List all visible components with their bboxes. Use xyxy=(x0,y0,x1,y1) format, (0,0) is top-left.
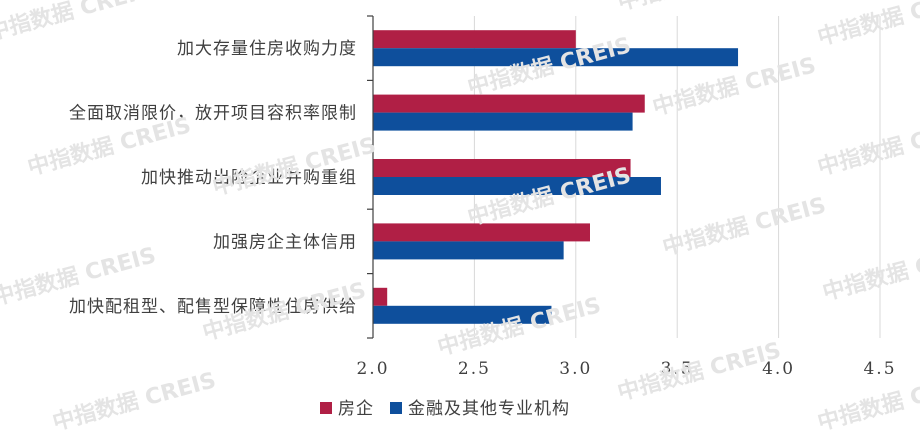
bar-developer-2 xyxy=(373,159,631,177)
x-tick-label: 2.5 xyxy=(458,359,491,379)
bar-developer-1 xyxy=(373,94,645,113)
watermark: 中指数据 CREIS xyxy=(615,0,784,16)
watermark: 中指数据 CREIS xyxy=(815,0,920,51)
x-tick-label: 4.5 xyxy=(863,359,896,379)
x-tick-label: 4.0 xyxy=(762,359,795,379)
x-tick-label: 3.0 xyxy=(559,359,592,379)
bar-financial-4 xyxy=(373,305,552,324)
category-label: 全面取消限价，放开项目容积率限制 xyxy=(69,104,357,124)
legend-swatch xyxy=(320,402,332,414)
category-labels: 加大存量住房收购力度全面取消限价，放开项目容积率限制加快推动出险企业并购重组加强… xyxy=(69,39,357,317)
bar-developer-4 xyxy=(373,287,388,306)
x-tick-labels: 2.0 2.5 3.0 3.5 4.0 4.5 xyxy=(356,359,896,379)
x-tick-label: 2.0 xyxy=(356,359,389,379)
watermark: 中指数据 CREIS xyxy=(0,0,154,46)
watermark: 中指数据 CREIS xyxy=(660,192,829,261)
legend-swatch xyxy=(390,402,402,414)
legend-label: 房企 xyxy=(338,399,374,419)
category-label: 加快配租型、配售型保障性住房供给 xyxy=(69,297,357,317)
bar-financial-1 xyxy=(373,112,633,131)
axes xyxy=(367,15,374,339)
legend-label: 金融及其他专业机构 xyxy=(408,399,570,419)
bars xyxy=(373,30,739,324)
gridlines xyxy=(473,16,881,338)
legend: 房企 金融及其他专业机构 xyxy=(320,399,570,419)
bar-developer-3 xyxy=(373,223,590,242)
category-label: 加快推动出险企业并购重组 xyxy=(141,168,357,188)
watermark: 中指数据 CREIS xyxy=(435,292,604,361)
bar-financial-2 xyxy=(373,177,661,195)
watermark: 中指数据 CREIS xyxy=(210,132,379,201)
watermark: 中指数据 CREIS xyxy=(50,367,219,436)
bar-financial-0 xyxy=(373,48,739,67)
watermark: 中指数据 CREIS xyxy=(615,337,784,406)
bar-financial-3 xyxy=(373,241,564,260)
watermark: 中指数据 CREIS xyxy=(820,237,920,306)
category-label: 加大存量住房收购力度 xyxy=(177,39,357,59)
bar-developer-0 xyxy=(373,30,576,49)
watermark: 中指数据 CREIS xyxy=(815,112,920,181)
x-tick-label: 3.5 xyxy=(661,359,694,379)
category-label: 加强房企主体信用 xyxy=(213,232,357,252)
